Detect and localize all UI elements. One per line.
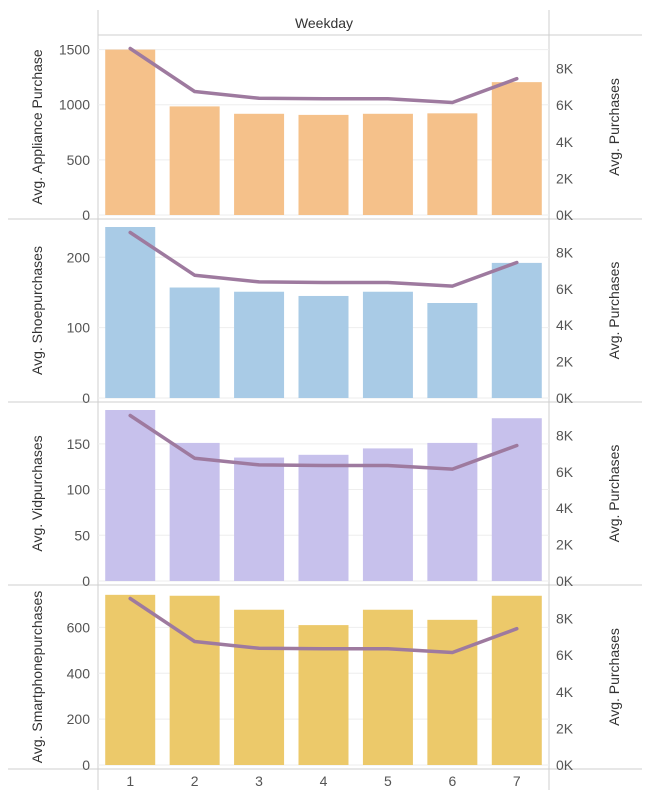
avg-purchases-line: [128, 413, 519, 471]
right-tick-label: 0K: [556, 757, 574, 773]
bar-appliance-7: [491, 82, 542, 216]
right-axis-title: Avg. Purchases: [606, 628, 622, 726]
bar-smartphone-3: [234, 609, 285, 765]
x-tick-label: 7: [513, 773, 521, 789]
bar-shoe-1: [105, 227, 156, 398]
right-tick-label: 2K: [556, 537, 574, 553]
right-tick-label: 4K: [556, 317, 574, 333]
right-tick-label: 4K: [556, 684, 574, 700]
bar-vid-3: [234, 457, 285, 581]
bar-shoe-5: [362, 291, 413, 398]
bar-vid-6: [427, 442, 478, 581]
left-axis-title: Avg. Appliance Purchase: [29, 49, 45, 205]
left-tick-label: 1500: [59, 42, 90, 58]
panel-shoe: 0 100 200 0K 2K 4K 6K 8K Avg. Shoepurchases Avg. …: [8, 227, 642, 406]
left-axis-title: Avg. Shoepurchases: [29, 246, 45, 375]
left-tick-label: 200: [67, 249, 91, 265]
right-tick-label: 4K: [556, 500, 574, 516]
x-tick-label: 3: [255, 773, 263, 789]
panel-vid: 0 50 100 150 0K 2K 4K 6K 8K Avg. Vidpurchases Avg.…: [8, 410, 642, 589]
bar-shoe-4: [298, 295, 349, 398]
right-axis-title: Avg. Purchases: [606, 262, 622, 360]
right-tick-label: 6K: [556, 281, 574, 297]
panel-appliance: 0 500 1000 1500 0K 2K 4K 6K 8K Avg. Appliance Pur…: [8, 42, 642, 223]
x-tick-label: 5: [384, 773, 392, 789]
right-tick-label: 6K: [556, 647, 574, 663]
left-axis-title: Avg. Vidpurchases: [29, 435, 45, 551]
left-tick-label: 0: [82, 757, 90, 773]
left-tick-label: 0: [82, 573, 90, 589]
bar-shoe-6: [427, 303, 478, 398]
bar-appliance-4: [298, 114, 349, 215]
bar-vid-4: [298, 454, 349, 581]
right-tick-label: 8K: [556, 427, 574, 443]
left-tick-label: 100: [67, 320, 91, 336]
right-tick-label: 2K: [556, 354, 574, 370]
x-axis: 1 2 3 4 5 6 7: [126, 773, 521, 789]
left-axis-title: Avg. Smartphonepurchases: [29, 591, 45, 764]
right-tick-label: 6K: [556, 464, 574, 480]
avg-purchases-line: [128, 596, 519, 655]
left-tick-label: 100: [67, 482, 91, 498]
panel-smartphone: 0 200 400 600 0K 2K 4K 6K 8K Avg. Smartphonepurch…: [8, 591, 642, 773]
bar-vid-1: [105, 410, 156, 581]
right-tick-label: 2K: [556, 170, 574, 186]
left-tick-label: 1000: [59, 97, 90, 113]
bar-vid-5: [362, 448, 413, 581]
weekday-header-title: Weekday: [295, 15, 353, 31]
right-tick-label: 8K: [556, 611, 574, 627]
bar-appliance-2: [169, 106, 220, 215]
avg-purchases-line: [128, 230, 519, 288]
left-tick-label: 0: [82, 390, 90, 406]
bar-shoe-7: [491, 262, 542, 398]
bar-smartphone-6: [427, 619, 478, 765]
left-tick-label: 600: [67, 619, 91, 635]
right-axis-title: Avg. Purchases: [606, 445, 622, 543]
left-tick-label: 0: [82, 207, 90, 223]
bar-smartphone-4: [298, 625, 349, 765]
bar-smartphone-2: [169, 595, 220, 765]
left-tick-label: 150: [67, 436, 91, 452]
right-tick-label: 8K: [556, 61, 574, 77]
left-tick-label: 400: [67, 665, 91, 681]
x-tick-label: 4: [320, 773, 328, 789]
right-tick-label: 0K: [556, 207, 574, 223]
bar-shoe-2: [169, 287, 220, 398]
right-tick-label: 8K: [556, 244, 574, 260]
chart-frame: [97, 10, 642, 790]
right-tick-label: 0K: [556, 390, 574, 406]
bar-vid-2: [169, 442, 220, 581]
bar-appliance-3: [234, 113, 285, 215]
x-tick-label: 6: [448, 773, 456, 789]
right-tick-label: 0K: [556, 573, 574, 589]
bar-appliance-6: [427, 113, 478, 215]
bar-vid-7: [491, 418, 542, 581]
avg-purchases-line: [128, 46, 519, 105]
bar-appliance-1: [105, 49, 156, 215]
right-axis-title: Avg. Purchases: [606, 78, 622, 176]
right-tick-label: 4K: [556, 134, 574, 150]
left-tick-label: 50: [74, 527, 90, 543]
left-tick-label: 200: [67, 711, 91, 727]
x-tick-label: 1: [126, 773, 134, 789]
right-tick-label: 6K: [556, 97, 574, 113]
bar-shoe-3: [234, 291, 285, 398]
bar-smartphone-5: [362, 609, 413, 765]
bar-appliance-5: [362, 113, 413, 215]
bar-smartphone-7: [491, 595, 542, 765]
bar-smartphone-1: [105, 594, 156, 765]
right-tick-label: 2K: [556, 720, 574, 736]
left-tick-label: 500: [67, 152, 91, 168]
x-tick-label: 2: [191, 773, 199, 789]
